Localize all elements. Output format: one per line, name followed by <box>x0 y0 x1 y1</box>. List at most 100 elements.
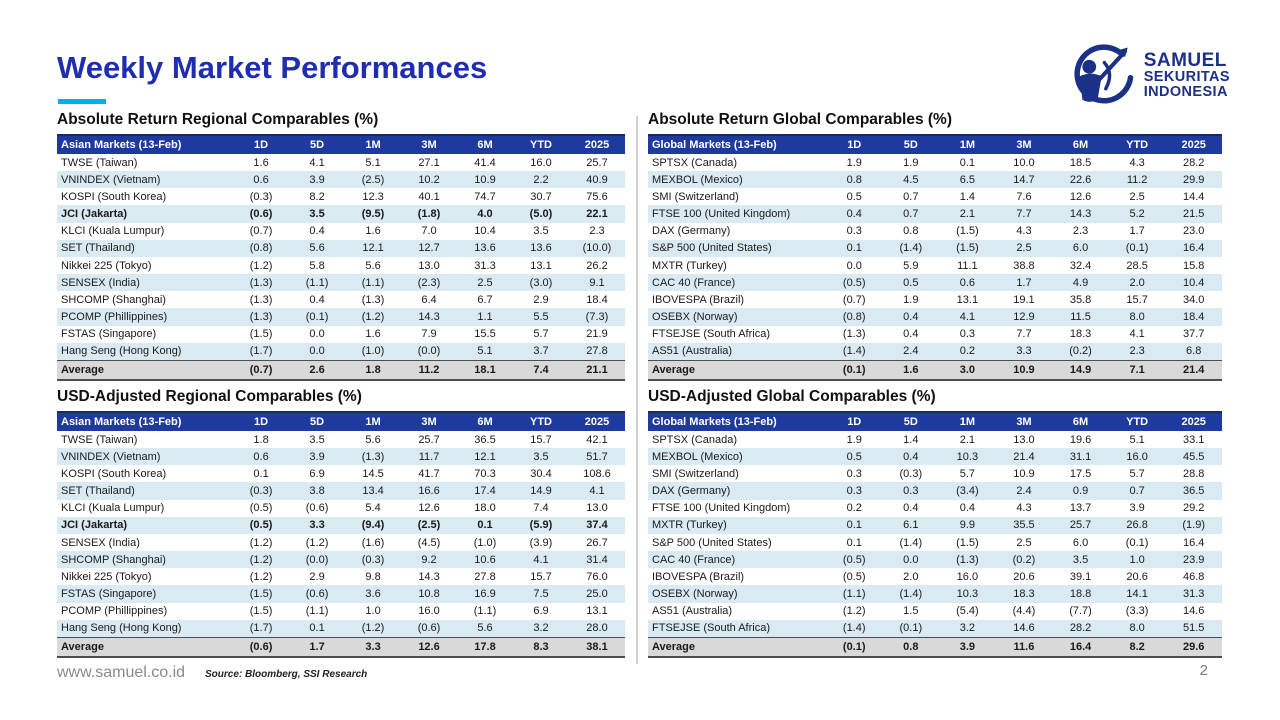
comparables-table: Global Markets (13-Feb) 1D 5D 1M 3M 6M YTD 2025… <box>648 411 1222 659</box>
return-value-cell: 0.6 <box>233 171 290 189</box>
column-header: 1M <box>345 411 402 431</box>
return-value-cell: 14.7 <box>995 171 1053 189</box>
average-row: Average (0.1) 1.6 3.0 10.9 14.9 7.1 21.4 <box>648 360 1222 382</box>
return-value-cell: 31.3 <box>1165 585 1222 603</box>
return-value-cell: 25.0 <box>568 585 625 603</box>
average-value-cell: 7.1 <box>1108 360 1166 382</box>
return-value-cell: (3.0) <box>513 274 569 292</box>
return-value-cell: 0.3 <box>846 467 862 480</box>
return-value-cell: 15.7 <box>530 570 552 583</box>
return-value-cell: 2.3 <box>589 225 605 238</box>
section-absolute-global: Absolute Return Global Comparables (%) G… <box>648 111 1222 382</box>
return-value-cell: 1.4 <box>959 190 976 203</box>
return-value-cell: (0.6) <box>233 205 290 223</box>
table-row: SHCOMP (Shanghai) (1.3) 0.4 (1.3) 6.4 6.7 2.9 1… <box>57 291 625 308</box>
table-row: FTSE 100 (United Kingdom) 0.2 0.4 0.4 4.3 13.… <box>648 500 1222 517</box>
return-value-cell: 17.5 <box>1069 467 1092 480</box>
return-value-cell: (4.5) <box>417 536 441 549</box>
column-header: 1D <box>825 411 883 431</box>
return-value-cell: 26.8 <box>1108 516 1166 534</box>
return-value-cell: 10.3 <box>939 585 996 603</box>
return-value-cell: 35.8 <box>1069 293 1092 306</box>
column-header: 1M <box>939 134 996 154</box>
return-value-cell: 2.3 <box>1072 225 1089 238</box>
market-name-cell: FSTAS (Singapore) <box>57 585 234 603</box>
column-header: 1D <box>825 134 883 154</box>
return-value-cell: (1.7) <box>233 342 290 361</box>
return-value-cell: 28.2 <box>1182 156 1205 169</box>
return-value-cell: 22.6 <box>1052 171 1109 189</box>
return-value-cell: (0.0) <box>289 551 346 569</box>
page-title: Weekly Market Performances <box>57 50 488 85</box>
market-name-cell: TWSE (Taiwan) <box>61 433 138 446</box>
return-value-cell: 6.7 <box>477 293 493 306</box>
return-value-cell: 12.9 <box>995 308 1053 326</box>
return-value-cell: 4.5 <box>882 171 940 189</box>
return-value-cell: 3.8 <box>289 482 346 500</box>
return-value-cell: (0.2) <box>1052 342 1109 361</box>
return-value-cell: 13.6 <box>457 239 513 257</box>
market-name-cell: IBOVESPA (Brazil) <box>652 570 745 583</box>
return-value-cell: 4.0 <box>457 205 513 223</box>
return-value-cell: 2.0 <box>1108 274 1166 292</box>
return-value-cell: 12.1 <box>345 239 402 257</box>
section-usd-regional: USD-Adjusted Regional Comparables (%) As… <box>57 388 625 659</box>
return-value-cell: 4.3 <box>1016 225 1032 238</box>
table-row: CAC 40 (France) (0.5) 0.5 0.6 1.7 4.9 2.0 10.4 <box>648 274 1222 292</box>
market-name-cell: CAC 40 (France) <box>648 551 826 569</box>
average-row: Average (0.1) 0.8 3.9 11.6 16.4 8.2 29.6 <box>648 637 1222 659</box>
return-value-cell: 0.5 <box>846 190 862 203</box>
return-value-cell: 3.9 <box>289 171 346 189</box>
return-value-cell: 5.1 <box>1129 433 1145 446</box>
return-value-cell: 0.4 <box>825 205 883 223</box>
return-value-cell: 13.0 <box>586 502 608 515</box>
return-value-cell: 0.4 <box>903 328 919 341</box>
return-value-cell: 6.0 <box>1052 239 1109 257</box>
return-value-cell: 0.1 <box>253 467 269 480</box>
column-header: YTD <box>513 411 569 431</box>
return-value-cell: (1.7) <box>233 619 290 638</box>
return-value-cell: (7.3) <box>568 308 625 326</box>
return-value-cell: 2.4 <box>882 342 940 361</box>
return-value-cell: 18.4 <box>1165 308 1222 326</box>
return-value-cell: 16.4 <box>1182 536 1205 549</box>
column-header: Global Markets (13-Feb) <box>648 134 826 154</box>
return-value-cell: 1.6 <box>365 225 381 238</box>
return-value-cell: 20.6 <box>1013 570 1035 583</box>
return-value-cell: 6.4 <box>421 293 437 306</box>
return-value-cell: (5.0) <box>513 205 569 223</box>
return-value-cell: (1.5) <box>249 328 273 341</box>
return-value-cell: (1.2) <box>249 259 273 272</box>
return-value-cell: 12.6 <box>418 502 440 515</box>
website-link[interactable]: www.samuel.co.id <box>57 664 186 681</box>
table-row: SMI (Switzerland) 0.5 0.7 1.4 7.6 12.6 2.5 14.4 <box>648 188 1222 205</box>
return-value-cell: 10.2 <box>401 171 458 189</box>
return-value-cell: (1.3) <box>249 293 273 306</box>
return-value-cell: 0.7 <box>903 190 919 203</box>
title-accent-bar <box>58 99 106 104</box>
return-value-cell: 18.4 <box>586 293 608 306</box>
return-value-cell: 0.0 <box>289 342 346 361</box>
return-value-cell: 16.0 <box>956 570 979 583</box>
column-header: 3M <box>401 411 458 431</box>
return-value-cell: (1.3) <box>361 293 385 306</box>
return-value-cell: 35.5 <box>995 516 1053 534</box>
return-value-cell: 12.6 <box>1069 190 1092 203</box>
return-value-cell: 4.3 <box>1129 156 1145 169</box>
average-value-cell: 18.1 <box>457 360 513 382</box>
average-value-cell: (0.1) <box>825 360 883 382</box>
return-value-cell: 13.0 <box>1013 433 1035 446</box>
average-value-cell: 11.6 <box>995 637 1053 659</box>
return-value-cell: 45.5 <box>1165 448 1222 466</box>
header-row: Global Markets (13-Feb) 1D 5D 1M 3M 6M YTD 2025 <box>648 134 1222 154</box>
average-value-cell: (0.1) <box>825 637 883 659</box>
return-value-cell: (1.2) <box>305 536 329 549</box>
return-value-cell: (1.2) <box>345 308 402 326</box>
return-value-cell: (10.0) <box>568 239 625 257</box>
return-value-cell: 0.1 <box>959 156 976 169</box>
return-value-cell: 40.9 <box>568 171 625 189</box>
return-value-cell: 4.9 <box>1052 274 1109 292</box>
table-row: Nikkei 225 (Tokyo) (1.2) 2.9 9.8 14.3 27.8 15.… <box>57 568 625 585</box>
average-value-cell: 2.6 <box>289 360 346 382</box>
